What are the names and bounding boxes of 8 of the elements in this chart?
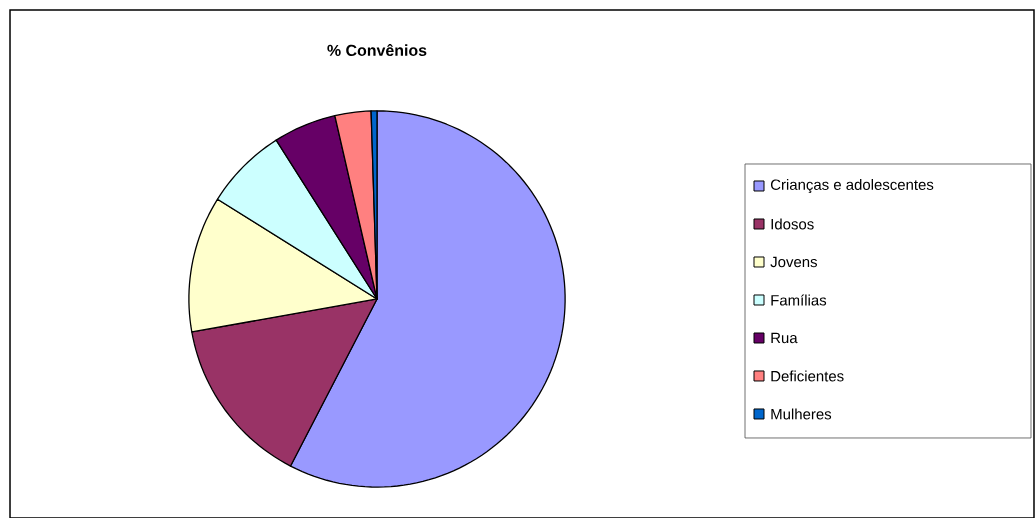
chart-title: % Convênios [327,43,427,57]
legend-label: Deficientes [771,370,844,382]
legend-label: Mulheres [771,408,832,420]
legend-label: Rua [771,332,798,344]
legend-label: Famílias [771,294,827,306]
legend-label: Idosos [771,218,814,230]
legend-label: Jovens [770,256,817,268]
legend-label: Crianças e adolescentes [770,178,934,193]
